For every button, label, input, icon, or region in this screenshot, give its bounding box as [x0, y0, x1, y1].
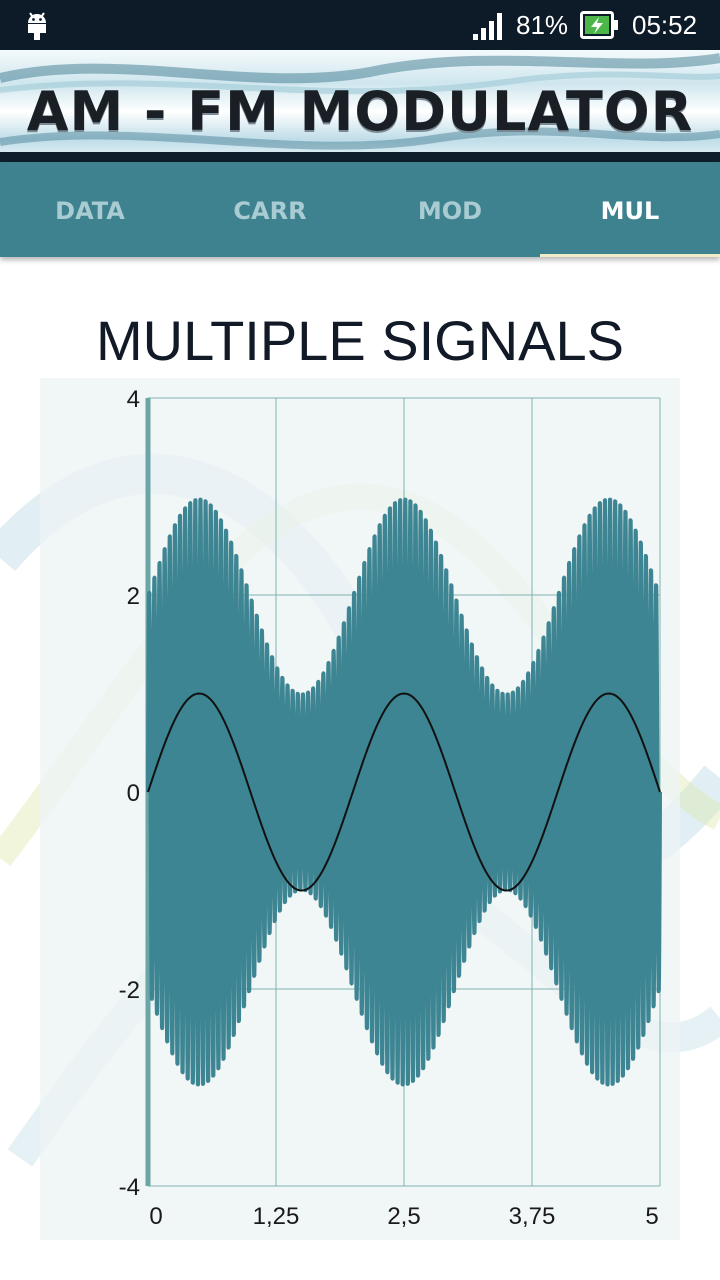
y-tick-label: 2 — [127, 583, 140, 610]
series-modulating-signal — [147, 692, 661, 892]
signal-icon — [473, 13, 502, 40]
y-tick-label: -4 — [119, 1174, 140, 1201]
tab-mod[interactable]: MOD — [417, 197, 483, 225]
y-tick-label: 4 — [127, 386, 140, 413]
banner-wave-graphic — [0, 53, 720, 150]
banner-divider — [0, 152, 720, 162]
y-tick-label: 0 — [127, 780, 140, 807]
clock: 05:52 — [632, 10, 698, 40]
tab-data[interactable]: DATA — [55, 197, 125, 225]
y-tick-label: -2 — [119, 977, 140, 1004]
tab-carr[interactable]: CARR — [233, 197, 307, 225]
tab-mul[interactable]: MUL — [600, 197, 660, 225]
page-title: MULTIPLE SIGNALS — [95, 309, 624, 372]
status-bar: 81% 05:52 — [0, 0, 720, 50]
app-banner: AM - FM MODULATOR — [0, 50, 720, 162]
active-tab-indicator — [540, 254, 720, 257]
series-modulated-signal — [146, 497, 662, 1087]
battery-charging-icon — [580, 11, 618, 39]
tab-bar: DATA CARR MOD MUL — [0, 162, 720, 257]
x-tick-label: 0 — [149, 1203, 162, 1230]
android-icon — [28, 12, 46, 40]
app-title: AM - FM MODULATOR — [26, 80, 694, 143]
x-tick-label: 2,5 — [387, 1203, 420, 1230]
x-tick-label: 1,25 — [253, 1203, 300, 1230]
x-tick-label: 5 — [645, 1203, 658, 1230]
x-tick-label: 3,75 — [509, 1203, 556, 1230]
battery-percentage: 81% — [516, 10, 569, 40]
